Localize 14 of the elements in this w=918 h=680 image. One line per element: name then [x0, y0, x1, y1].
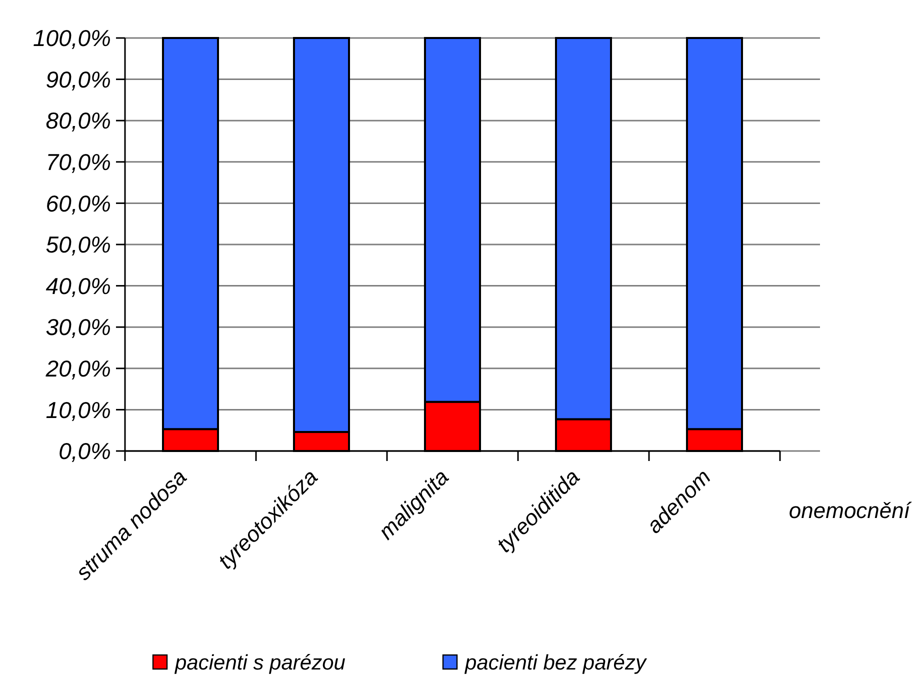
y-tick-label: 100,0%: [32, 25, 111, 52]
x-axis-title: onemocnění: [788, 498, 912, 523]
y-tick-label: 40,0%: [46, 272, 111, 299]
y-tick-label: 50,0%: [46, 232, 111, 258]
y-tick-label: 70,0%: [46, 148, 111, 175]
y-tick-label: 0,0%: [58, 438, 111, 464]
legend-label: pacienti s parézou: [174, 651, 346, 674]
y-tick-label: 20,0%: [44, 355, 111, 382]
y-tick-label: 90,0%: [46, 66, 111, 92]
legend-label: pacienti bez parézy: [464, 651, 648, 674]
y-tick-label: 80,0%: [46, 108, 111, 134]
y-tick-label: 10,0%: [46, 396, 111, 423]
y-tick-label: 30,0%: [46, 314, 111, 340]
y-tick-label: 60,0%: [46, 190, 111, 216]
